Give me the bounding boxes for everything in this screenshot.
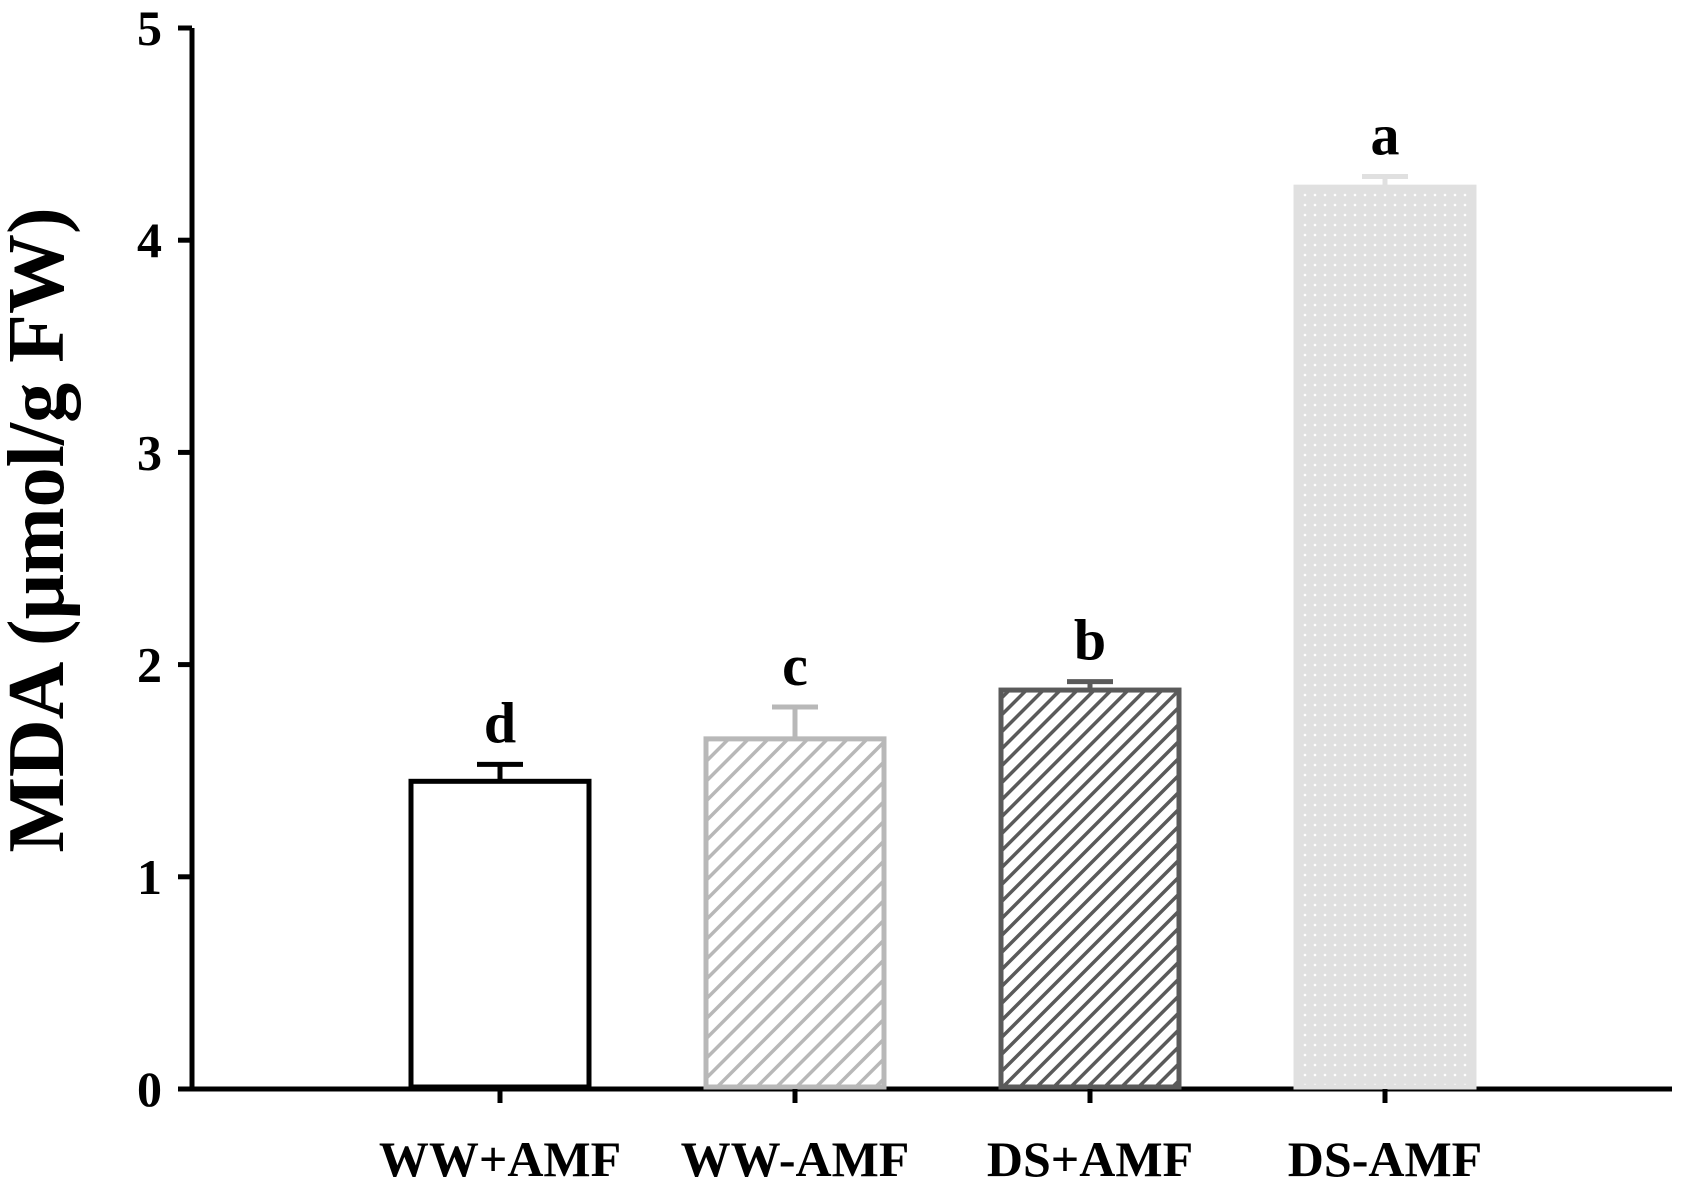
bar-ds-amf <box>998 687 1182 1090</box>
bar-ww-amf <box>703 736 887 1090</box>
y-tick-label: 2 <box>137 637 162 693</box>
significance-label: d <box>484 690 516 755</box>
y-tick-label: 5 <box>137 0 162 56</box>
x-tick-label: DS-AMF <box>1288 1131 1482 1187</box>
x-tick-label: WW-AMF <box>681 1131 910 1187</box>
x-tick-label: WW+AMF <box>379 1131 621 1187</box>
bar-ds-amf <box>1293 184 1477 1090</box>
significance-label: a <box>1371 103 1400 168</box>
y-tick-label: 3 <box>137 424 162 480</box>
significance-label: b <box>1074 608 1106 673</box>
bar-ww-amf <box>408 778 592 1090</box>
y-tick-label: 0 <box>137 1061 162 1117</box>
y-tick-label: 4 <box>137 212 162 268</box>
x-tick-label: DS+AMF <box>987 1131 1193 1187</box>
significance-label: c <box>782 633 808 698</box>
y-tick-label: 1 <box>137 849 162 905</box>
y-axis-label: MDA (μmol/g FW) <box>0 207 81 852</box>
